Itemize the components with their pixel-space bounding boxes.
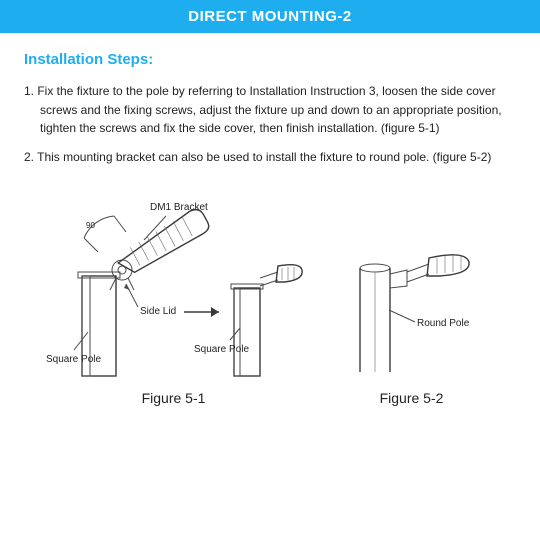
steps-list: 1. Fix the fixture to the pole by referr… [24, 82, 516, 166]
figure-5-1: 90 DM1 Bracket Side Lid Square Pole [44, 192, 304, 406]
square-pole-label-1: Square Pole [46, 354, 101, 365]
square-pole-label-2: Square Pole [194, 344, 249, 355]
step-item: 1. Fix the fixture to the pole by referr… [24, 82, 516, 138]
figure-5-2-diagram: Round Pole [327, 192, 497, 382]
figure-5-1-caption: Figure 5-1 [44, 390, 304, 406]
figure-5-2-caption: Figure 5-2 [327, 390, 497, 406]
angle-90-label: 90 [86, 221, 95, 230]
figures-row: 90 DM1 Bracket Side Lid Square Pole [24, 192, 516, 406]
header-bar: DIRECT MOUNTING-2 [0, 0, 540, 33]
side-lid-label: Side Lid [140, 306, 176, 317]
section-title: Installation Steps: [24, 51, 516, 68]
figure-5-1-diagram: 90 DM1 Bracket Side Lid Square Pole [44, 192, 304, 382]
dm1-bracket-label: DM1 Bracket [150, 202, 208, 213]
figure-5-2: Round Pole Figure 5-2 [327, 192, 497, 406]
content-area: Installation Steps: 1. Fix the fixture t… [0, 33, 540, 406]
round-pole-label: Round Pole [417, 318, 470, 329]
step-item: 2. This mounting bracket can also be use… [24, 148, 516, 167]
header-title: DIRECT MOUNTING-2 [188, 8, 352, 25]
